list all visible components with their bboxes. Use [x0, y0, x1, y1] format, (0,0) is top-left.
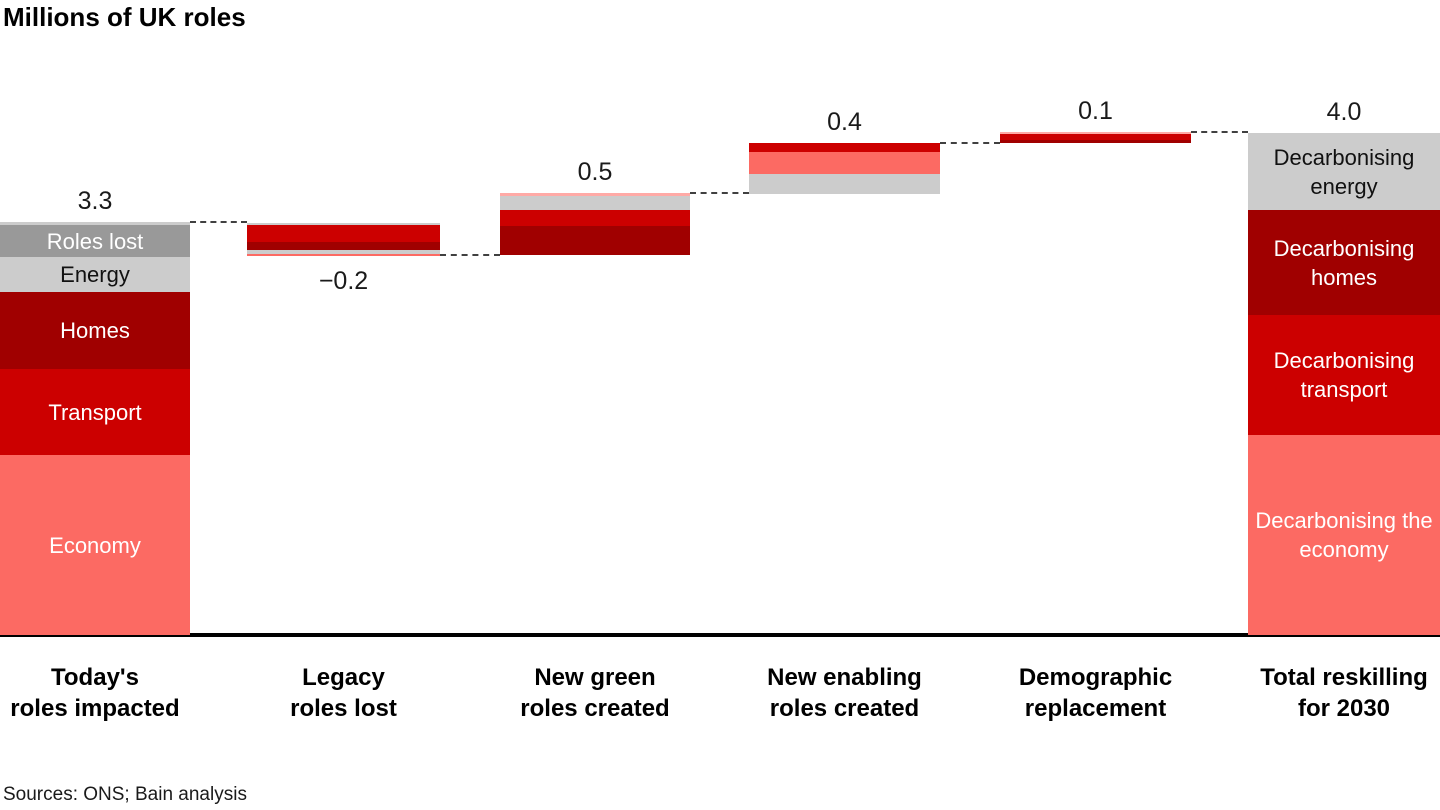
segment-sliver	[1000, 134, 1191, 140]
category-label-line: Demographic	[1018, 664, 1173, 691]
bar-total-reskilling-for-2030: Decarbonising energy Decarbonising homes D…	[1248, 133, 1440, 635]
category-label-new-enabling-roles-created: New enabling roles created	[685, 662, 1005, 724]
bar-legacy-roles-lost	[247, 223, 440, 256]
segment-label: Energy	[60, 262, 130, 287]
category-label-line: roles lost	[290, 695, 397, 722]
segment-transport: Transport	[0, 369, 190, 455]
x-axis-line	[0, 633, 1440, 637]
category-label-new-green-roles-created: New green roles created	[435, 662, 755, 724]
segment-decarbonising-transport: Decarbonising transport	[1248, 315, 1440, 435]
segment-sliver	[247, 254, 440, 256]
segment-label: Decarbonising the economy	[1255, 508, 1433, 562]
segment-label: Roles lost	[46, 228, 144, 254]
bar-demographic-replacement	[1000, 132, 1191, 143]
segment-decarbonising-the-economy: Decarbonising the economy	[1248, 435, 1440, 635]
category-label-line: Today's	[51, 664, 139, 691]
segment-sliver	[247, 250, 440, 254]
value-label-todays-roles-impacted: 3.3	[77, 187, 113, 215]
chart-title: Millions of UK roles	[3, 2, 246, 32]
segment-label: Decarbonising homes	[1273, 235, 1415, 290]
dashed-connector-line	[440, 254, 500, 256]
category-label-line: roles created	[520, 695, 670, 722]
bar-new-green-roles-created	[500, 193, 690, 255]
segment-sliver	[500, 226, 690, 255]
category-label-line: roles created	[769, 695, 920, 722]
category-label-line: roles impacted	[10, 695, 180, 722]
category-label-demographic-replacement: Demographic replacement	[936, 662, 1256, 724]
segment-sliver	[247, 225, 440, 242]
bar-todays-roles-impacted: Roles lost Energy Homes Transport Economy	[0, 222, 190, 635]
segment-label: Transport	[48, 399, 142, 425]
segment-decarbonising-energy: Decarbonising energy	[1248, 133, 1440, 210]
value-label-legacy-roles-lost: −0.2	[318, 267, 369, 295]
segment-roles-lost: Roles lost	[0, 225, 190, 257]
bar-new-enabling-roles-created	[749, 143, 940, 194]
category-label-line: New enabling	[767, 664, 922, 691]
segment-sliver	[749, 152, 940, 174]
segment-sliver	[1000, 132, 1191, 134]
segment-sliver	[247, 242, 440, 250]
segment-label: Homes	[60, 318, 130, 343]
category-label-total-reskilling-for-2030: Total reskilling for 2030	[1184, 662, 1440, 724]
segment-sliver	[749, 174, 940, 194]
dashed-connector-line	[690, 192, 749, 194]
category-label-line: New green	[534, 664, 656, 691]
segment-sliver	[0, 222, 190, 225]
category-label-todays-roles-impacted: Today's roles impacted	[0, 662, 255, 724]
category-label-line: replacement	[1024, 695, 1167, 722]
dashed-connector-line	[1191, 131, 1248, 133]
segment-economy: Economy	[0, 455, 190, 635]
segment-sliver	[749, 143, 940, 152]
value-label-demographic-replacement: 0.1	[1078, 97, 1113, 125]
dashed-connector-line	[940, 142, 1000, 144]
category-label-line: Legacy	[302, 664, 385, 691]
segment-sliver	[500, 210, 690, 226]
segment-energy: Energy	[0, 257, 190, 292]
dashed-connector-line	[190, 221, 247, 223]
category-label-legacy-roles-lost: Legacy roles lost	[184, 662, 504, 724]
segment-sliver	[500, 196, 690, 210]
segment-sliver	[1000, 140, 1191, 143]
value-label-new-green-roles-created: 0.5	[577, 158, 613, 186]
source-note: Sources: ONS; Bain analysis	[3, 784, 247, 805]
category-label-line: Total reskilling	[1260, 664, 1428, 691]
value-label-new-enabling-roles-created: 0.4	[827, 108, 862, 136]
segment-label: Decarbonising transport	[1273, 348, 1415, 402]
segment-sliver	[500, 193, 690, 196]
segment-homes: Homes	[0, 292, 190, 369]
segment-sliver	[247, 223, 440, 225]
segment-label: Decarbonising energy	[1273, 144, 1415, 199]
value-label-total-reskilling-for-2030: 4.0	[1326, 98, 1362, 126]
category-label-line: for 2030	[1297, 695, 1391, 722]
segment-label: Economy	[49, 532, 141, 558]
segment-decarbonising-homes: Decarbonising homes	[1248, 210, 1440, 315]
